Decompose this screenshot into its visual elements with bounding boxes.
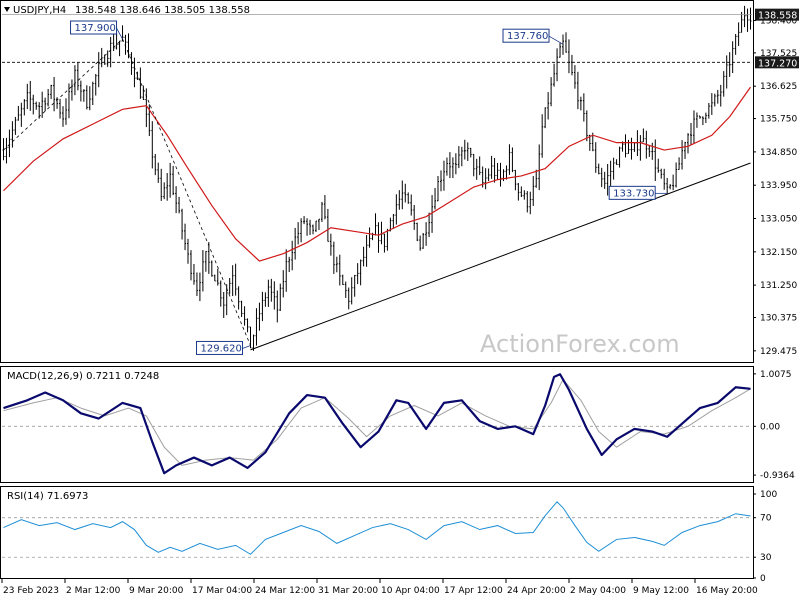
price-tick-label: 138.400 <box>760 17 797 27</box>
price-panel-frame <box>0 0 754 363</box>
pivot-connector <box>242 345 251 349</box>
moving-average-line <box>3 86 752 262</box>
pivot-label: 137.760 <box>507 31 548 42</box>
time-tick-label: 23 Feb 2023 <box>3 586 59 596</box>
price-tick-label: 133.050 <box>760 215 797 225</box>
pivot-label-box <box>608 185 656 200</box>
price-axis: 138.400 137.525 136.625 135.750 134.850 133.9… <box>753 8 799 357</box>
time-tick-label: 17 Mar 04:00 <box>192 586 252 596</box>
macd-tick-label: -0.9364 <box>760 471 795 481</box>
price-candles <box>2 5 752 351</box>
pivot-label-box <box>502 28 550 43</box>
rsi-title: RSI(14) 71.6973 <box>7 491 88 502</box>
price-tick-label: 132.150 <box>760 248 797 258</box>
collapse-triangle-icon[interactable] <box>4 7 10 12</box>
rsi-tick-label: 30 <box>760 553 772 563</box>
watermark-text: ActionForex.com <box>480 330 680 358</box>
time-tick-label: 2 May 04:00 <box>570 586 626 596</box>
current-price-badge: 138.558 <box>758 11 797 22</box>
rsi-tick-label: 0 <box>760 574 766 584</box>
price-tick-label: 129.475 <box>760 347 797 357</box>
rsi-line <box>3 501 751 555</box>
pivot-label: 137.900 <box>75 23 116 34</box>
time-tick-label: 2 Mar 12:00 <box>66 586 121 596</box>
price-tick-label: 133.950 <box>760 181 797 191</box>
time-tick-label: 16 May 20:00 <box>696 586 758 596</box>
price-lines <box>2 14 752 351</box>
macd-lines <box>3 373 751 475</box>
pivot-label-box <box>70 20 118 35</box>
price-tick-label: 136.625 <box>760 82 797 92</box>
ohlc-values: 138.548 138.646 138.505 138.558 <box>75 5 250 16</box>
price-tick-label: 131.250 <box>760 281 797 291</box>
rsi-axis: 100 70 30 0 <box>753 490 777 584</box>
pivot-label: 129.620 <box>201 343 242 354</box>
rsi-lines <box>3 501 751 555</box>
macd-title: MACD(12,26,9) 0.7211 0.7248 <box>7 371 159 382</box>
price-tick-label: 137.525 <box>760 49 797 59</box>
current-price-badge-bg <box>755 8 799 21</box>
time-tick-label: 17 Apr 12:00 <box>444 586 503 596</box>
macd-axis: 1.0075 0.00 -0.9364 <box>753 370 795 481</box>
price-annotations: 137.900 129.620 137.760 133.730 <box>70 20 668 355</box>
time-axis: 23 Feb 2023 2 Mar 12:00 9 Mar 20:00 17 Mar … <box>1 579 758 596</box>
price-tick-label: 135.750 <box>760 115 797 125</box>
macd-tick-label: 0.00 <box>760 422 780 432</box>
price-header: USDJPY,H4 138.548 138.646 138.505 138.55… <box>4 5 250 16</box>
time-tick-label: 24 Apr 20:00 <box>507 586 566 596</box>
rsi-tick-label: 100 <box>760 490 777 500</box>
pivot-connector <box>116 27 123 40</box>
rsi-gridlines <box>2 517 752 558</box>
pivot-connector <box>548 35 564 45</box>
symbol-timeframe: USDJPY,H4 <box>13 5 66 16</box>
macd-main-line <box>3 373 751 475</box>
time-tick-label: 24 Mar 12:00 <box>255 586 315 596</box>
time-tick-label: 9 Mar 20:00 <box>129 586 184 596</box>
macd-signal-line <box>3 378 751 466</box>
pivot-label: 133.730 <box>613 188 654 199</box>
swing-line-down <box>122 38 251 346</box>
level-price-badge: 137.270 <box>758 58 797 69</box>
support-trendline <box>250 162 751 351</box>
time-tick-label: 10 Apr 04:00 <box>381 586 440 596</box>
swing-line-up <box>3 38 123 151</box>
price-tick-label: 134.850 <box>760 148 797 158</box>
time-tick-label: 31 Mar 20:00 <box>318 586 378 596</box>
time-tick-label: 9 May 12:00 <box>633 586 689 596</box>
level-price-badge-bg <box>755 56 799 69</box>
pivot-label-box <box>196 340 244 355</box>
rsi-panel-frame <box>0 486 754 579</box>
price-tick-label: 130.375 <box>760 314 797 324</box>
macd-panel-frame <box>0 366 754 483</box>
rsi-tick-label: 70 <box>760 514 772 524</box>
macd-tick-label: 1.0075 <box>760 370 792 380</box>
